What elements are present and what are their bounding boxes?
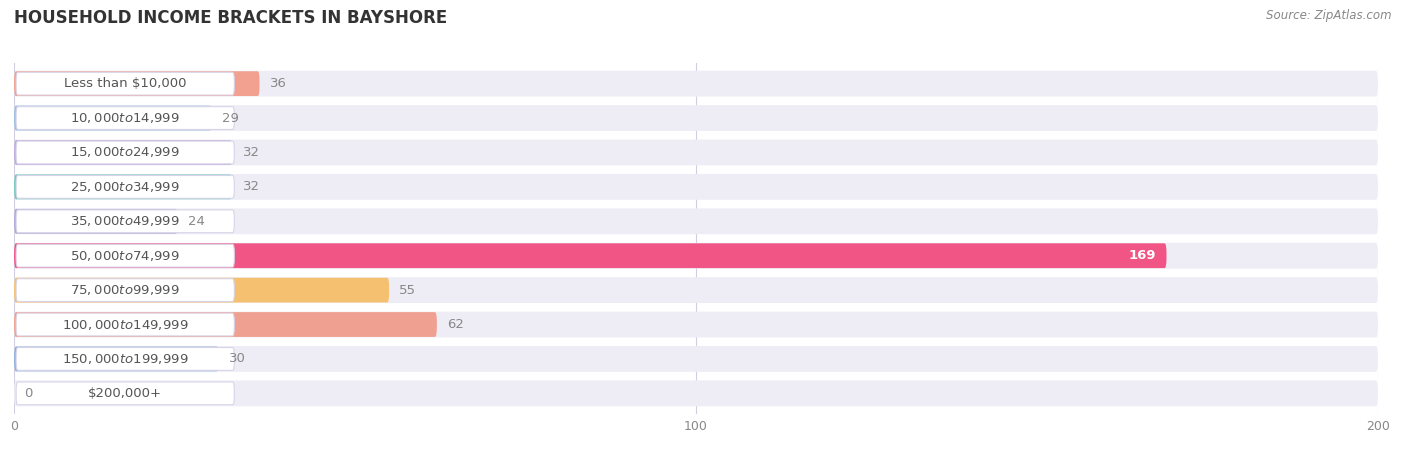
FancyBboxPatch shape bbox=[15, 244, 235, 267]
Text: $75,000 to $99,999: $75,000 to $99,999 bbox=[70, 283, 180, 297]
Text: $25,000 to $34,999: $25,000 to $34,999 bbox=[70, 180, 180, 194]
FancyBboxPatch shape bbox=[14, 346, 219, 371]
FancyBboxPatch shape bbox=[14, 140, 232, 165]
Text: 30: 30 bbox=[229, 352, 246, 365]
FancyBboxPatch shape bbox=[15, 382, 235, 405]
FancyBboxPatch shape bbox=[14, 140, 1378, 166]
Text: $15,000 to $24,999: $15,000 to $24,999 bbox=[70, 145, 180, 159]
Text: 29: 29 bbox=[222, 112, 239, 125]
Text: 55: 55 bbox=[399, 284, 416, 297]
FancyBboxPatch shape bbox=[15, 72, 235, 95]
FancyBboxPatch shape bbox=[14, 243, 1167, 268]
FancyBboxPatch shape bbox=[14, 312, 437, 337]
FancyBboxPatch shape bbox=[14, 277, 1378, 303]
FancyBboxPatch shape bbox=[15, 279, 235, 302]
FancyBboxPatch shape bbox=[14, 346, 1378, 372]
Text: 0: 0 bbox=[24, 387, 32, 400]
FancyBboxPatch shape bbox=[15, 347, 235, 370]
Text: $100,000 to $149,999: $100,000 to $149,999 bbox=[62, 318, 188, 332]
FancyBboxPatch shape bbox=[15, 107, 235, 130]
Text: $35,000 to $49,999: $35,000 to $49,999 bbox=[70, 214, 180, 228]
FancyBboxPatch shape bbox=[14, 380, 1378, 406]
FancyBboxPatch shape bbox=[14, 71, 260, 96]
FancyBboxPatch shape bbox=[14, 243, 1378, 269]
Text: $10,000 to $14,999: $10,000 to $14,999 bbox=[70, 111, 180, 125]
Text: 62: 62 bbox=[447, 318, 464, 331]
FancyBboxPatch shape bbox=[15, 313, 235, 336]
FancyBboxPatch shape bbox=[14, 311, 1378, 338]
FancyBboxPatch shape bbox=[14, 209, 177, 234]
FancyBboxPatch shape bbox=[14, 174, 1378, 200]
Text: 32: 32 bbox=[242, 146, 260, 159]
FancyBboxPatch shape bbox=[15, 210, 235, 233]
Text: 24: 24 bbox=[188, 215, 205, 228]
FancyBboxPatch shape bbox=[14, 106, 212, 130]
Text: 32: 32 bbox=[242, 180, 260, 194]
Text: $150,000 to $199,999: $150,000 to $199,999 bbox=[62, 352, 188, 366]
FancyBboxPatch shape bbox=[15, 141, 235, 164]
FancyBboxPatch shape bbox=[14, 105, 1378, 131]
Text: 36: 36 bbox=[270, 77, 287, 90]
FancyBboxPatch shape bbox=[14, 175, 232, 199]
Text: $200,000+: $200,000+ bbox=[89, 387, 162, 400]
FancyBboxPatch shape bbox=[14, 278, 389, 302]
Text: Less than $10,000: Less than $10,000 bbox=[63, 77, 187, 90]
FancyBboxPatch shape bbox=[14, 208, 1378, 234]
FancyBboxPatch shape bbox=[14, 71, 1378, 97]
Text: 169: 169 bbox=[1129, 249, 1156, 262]
Text: Source: ZipAtlas.com: Source: ZipAtlas.com bbox=[1267, 9, 1392, 22]
Text: $50,000 to $74,999: $50,000 to $74,999 bbox=[70, 249, 180, 263]
Text: HOUSEHOLD INCOME BRACKETS IN BAYSHORE: HOUSEHOLD INCOME BRACKETS IN BAYSHORE bbox=[14, 9, 447, 27]
FancyBboxPatch shape bbox=[15, 176, 235, 198]
